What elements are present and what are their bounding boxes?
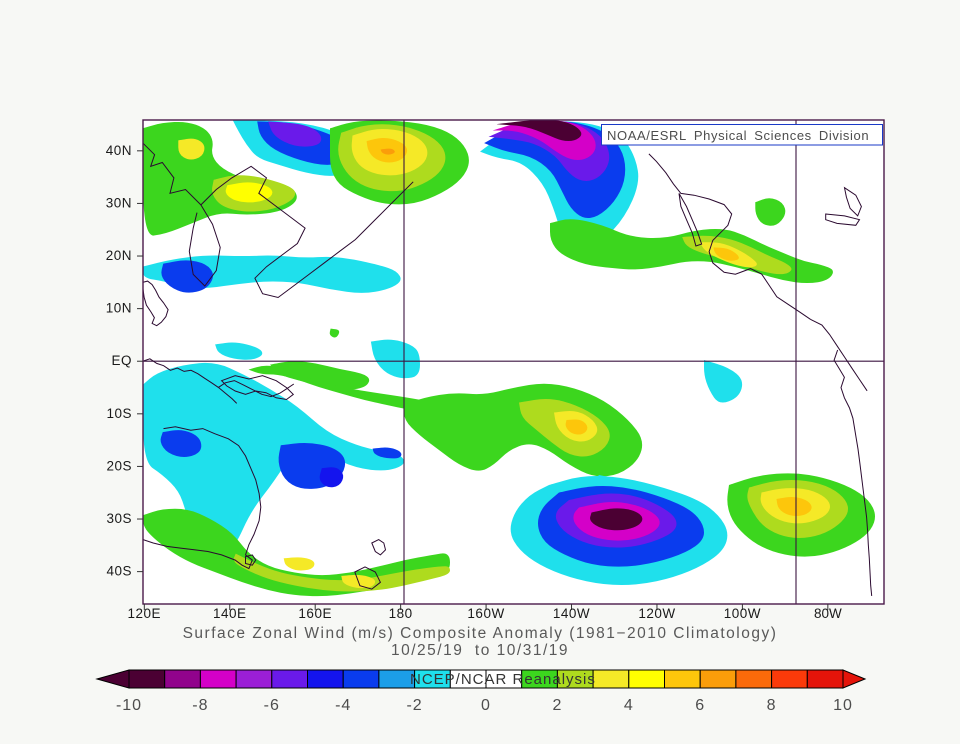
svg-text:NCEP/NCAR Reanalysis: NCEP/NCAR Reanalysis [410, 671, 596, 688]
svg-text:8: 8 [767, 697, 777, 714]
svg-text:2: 2 [552, 697, 562, 714]
svg-text:10: 10 [833, 697, 853, 714]
svg-text:4: 4 [624, 697, 634, 714]
svg-text:6: 6 [695, 697, 705, 714]
svg-text:-2: -2 [406, 697, 422, 714]
svg-text:-10: -10 [116, 697, 142, 714]
svg-text:-4: -4 [335, 697, 351, 714]
svg-text:0: 0 [481, 697, 491, 714]
svg-text:-8: -8 [192, 697, 208, 714]
svg-text:-6: -6 [264, 697, 280, 714]
